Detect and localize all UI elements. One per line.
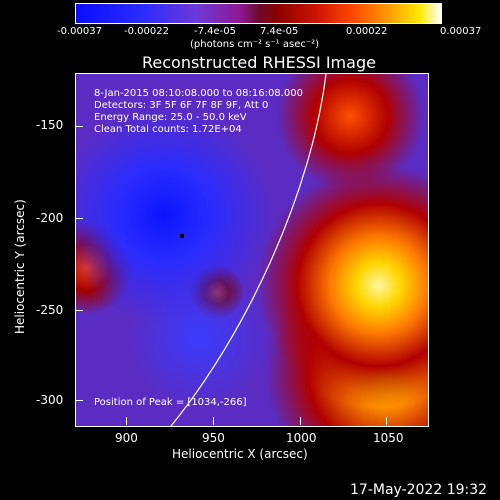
info-line: Clean Total counts: 1.72E+04 <box>94 124 242 135</box>
colorbar <box>75 3 442 24</box>
x-axis-label: Heliocentric X (arcsec) <box>172 447 308 461</box>
rhessi-image: 8-Jan-2015 08:10:08.000 to 08:16:08.000 … <box>75 73 429 427</box>
y-tick-mark <box>75 218 83 219</box>
x-tick-mark <box>126 417 127 425</box>
info-line: 8-Jan-2015 08:10:08.000 to 08:16:08.000 <box>94 88 303 99</box>
colorbar-tick: 0.00022 <box>346 26 388 37</box>
y-tick: -150 <box>36 118 64 132</box>
x-tick-mark <box>300 417 301 425</box>
info-line: Detectors: 3F 5F 6F 7F 8F 9F, Att 0 <box>94 100 269 111</box>
colorbar-tick: -0.00037 <box>57 26 102 37</box>
x-tick-mark <box>213 417 214 425</box>
peak-label: Position of Peak = [1034,-266] <box>94 397 247 408</box>
colorbar-tick: 0.00037 <box>440 26 482 37</box>
y-tick-mark <box>75 126 83 127</box>
y-tick: -250 <box>36 303 64 317</box>
plot-title: Reconstructed RHESSI Image <box>142 53 376 72</box>
x-tick: 1000 <box>286 431 317 445</box>
colorbar-tick: -0.00022 <box>124 26 169 37</box>
image-overlay <box>170 74 327 426</box>
info-line: Energy Range: 25.0 - 50.0 keV <box>94 112 247 123</box>
colorbar-tick: -7.4e-05 <box>194 26 236 37</box>
solar-limb-line <box>170 74 327 426</box>
x-tick-mark <box>386 417 387 425</box>
y-axis-label: Heliocentric Y (arcsec) <box>13 199 27 334</box>
peak-marker <box>180 234 184 238</box>
x-tick: 1050 <box>373 431 404 445</box>
y-tick: -300 <box>36 393 64 407</box>
y-tick-mark <box>75 310 83 311</box>
colorbar-tick: 7.4e-05 <box>260 26 299 37</box>
colorbar-unit: (photons cm⁻² s⁻¹ asec⁻²) <box>190 39 320 50</box>
y-tick: -200 <box>36 211 64 225</box>
timestamp: 17-May-2022 19:32 <box>350 482 488 498</box>
x-tick: 900 <box>115 431 138 445</box>
x-tick: 950 <box>202 431 225 445</box>
y-tick-mark <box>75 400 83 401</box>
